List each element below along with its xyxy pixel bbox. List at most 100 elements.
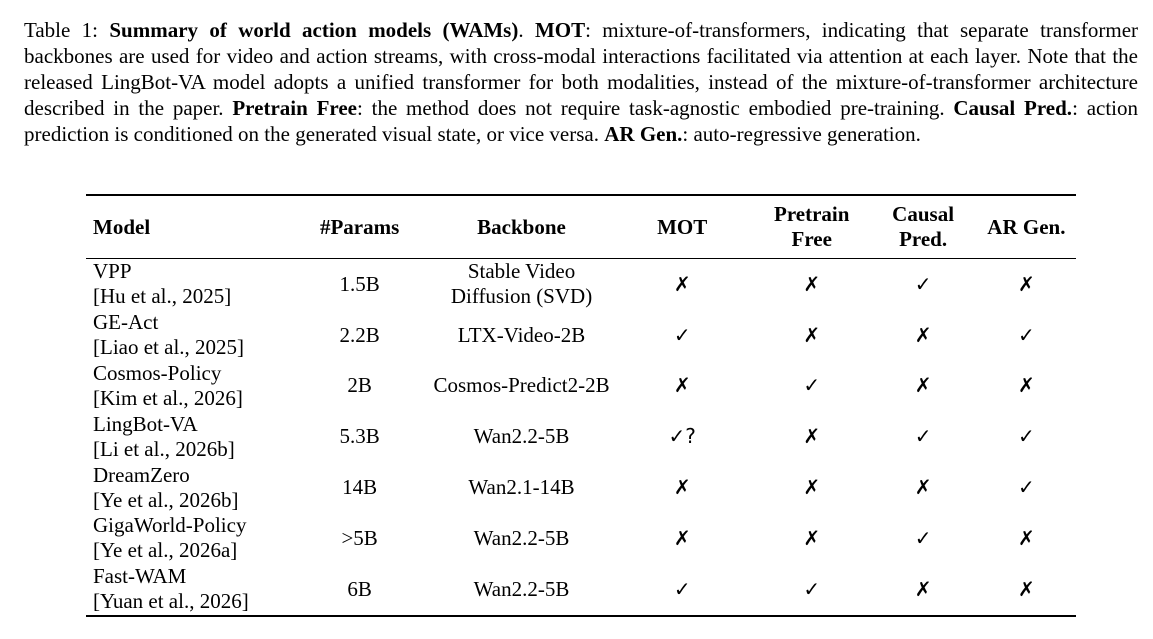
table-row: VPP [Hu et al., 2025] 1.5B Stable Video Diff… [86,259,1076,310]
header-pretrain-line2: Free [791,227,832,251]
ar-mark: ✗ [1018,373,1035,398]
pretrain-mark: ✓ [803,373,821,398]
caption-text: . [518,18,535,42]
cell-pretrain-free: ✗ [754,411,869,462]
cell-pretrain-free: ✗ [754,259,869,310]
pretrain-mark: ✗ [803,475,821,500]
model-name: Fast-WAM [93,564,187,589]
cell-model: GigaWorld-Policy [Ye et al., 2026a] [86,513,287,564]
cell-params: 5.3B [339,424,380,449]
model-name: GE-Act [93,310,159,335]
caption-text: : mixture-of-transformers, indicating th… [24,18,1139,120]
model-citation: [Ye et al., 2026a] [93,538,238,563]
header-model: Model [93,214,151,239]
cell-ar-gen: ✓ [977,462,1076,513]
caption-title: Summary of world action models (WAMs) [109,18,519,42]
cell-ar-gen: ✗ [977,513,1076,564]
table-row: GE-Act [Liao et al., 2025] 2.2B LTX-Video-2… [86,310,1076,361]
cell-causal-pred: ✗ [869,564,976,616]
caption-text: : action prediction is conditioned on th… [24,96,1139,146]
header-pretrain-free: Pretrain Free [754,195,869,259]
caption-term-mot: MOT [534,18,586,42]
ar-mark: ✓ [1018,424,1035,449]
backbone-line2: Diffusion (SVD) [450,284,593,309]
cell-backbone: Wan2.2-5B [433,411,611,462]
mot-mark: ✓ [673,322,691,347]
cell-pretrain-free: ✗ [754,310,869,361]
summary-table: Model #Params Backbone MOT Pretrain Free… [86,194,1076,617]
cell-mot: ✓ [610,564,754,616]
mot-mark: ✗ [673,525,691,550]
model-name: Cosmos-Policy [93,360,222,385]
cell-model: LingBot-VA [Li et al., 2026b] [86,411,287,462]
cell-pretrain-free: ✓ [754,564,869,616]
model-name: VPP [93,259,132,284]
header-params: #Params [319,214,400,239]
caption-term-causal: Causal Pred. [953,96,1073,120]
header-causal-line1: Causal [892,202,955,226]
cell-params: 1.5B [339,271,380,296]
cell-model: Fast-WAM [Yuan et al., 2026] [86,564,287,616]
table-row: DreamZero [Ye et al., 2026b] 14B Wan2.1-14B… [86,462,1076,513]
header-causal-pred: Causal Pred. [869,195,976,259]
backbone-line1: Wan2.2-5B [473,525,570,550]
cell-backbone: Cosmos-Predict2-2B [433,361,611,412]
causal-mark: ✗ [914,373,932,398]
cell-params: >5B [341,525,378,550]
caption-term-pretrain: Pretrain Free [232,96,357,120]
model-name: GigaWorld-Policy [93,513,247,538]
cell-ar-gen: ✓ [977,310,1076,361]
causal-mark: ✓ [914,271,932,296]
cell-causal-pred: ✗ [869,310,976,361]
cell-causal-pred: ✓ [869,513,976,564]
backbone-line1: Cosmos-Predict2-2B [433,373,610,398]
caption-term-ar: AR Gen. [604,122,683,146]
model-citation: [Kim et al., 2026] [93,385,243,410]
mot-mark: ✗ [673,373,691,398]
cell-backbone: LTX-Video-2B [433,310,611,361]
model-name: LingBot-VA [93,411,198,436]
ar-mark: ✗ [1018,525,1035,550]
model-citation: [Hu et al., 2025] [93,284,232,309]
model-name: DreamZero [93,462,190,487]
pretrain-mark: ✗ [803,271,821,296]
cell-mot: ✗ [610,361,754,412]
mot-mark: ✗ [673,271,691,296]
cell-backbone: Stable Video Diffusion (SVD) [433,259,611,310]
cell-params: 2B [347,373,372,398]
pretrain-mark: ✗ [803,322,821,347]
causal-mark: ✗ [914,576,932,601]
cell-causal-pred: ✗ [869,361,976,412]
cell-pretrain-free: ✗ [754,462,869,513]
pretrain-mark: ✓ [803,576,821,601]
table-caption: Table 1: Summary of world action models … [24,17,1138,147]
cell-ar-gen: ✗ [977,564,1076,616]
header-ar-gen: AR Gen. [987,214,1066,239]
table-header-row: Model #Params Backbone MOT Pretrain Free… [86,195,1076,259]
cell-params: 14B [342,475,378,500]
ar-mark: ✓ [1018,322,1035,347]
cell-mot: ✓ [610,310,754,361]
cell-pretrain-free: ✓ [754,361,869,412]
cell-mot: ✗ [610,462,754,513]
backbone-line1: Stable Video [467,259,576,284]
header-causal-line2: Pred. [899,227,948,251]
model-citation: [Ye et al., 2026b] [93,487,239,512]
model-citation: [Li et al., 2026b] [93,436,235,461]
ar-mark: ✗ [1018,271,1035,296]
cell-mot: ✗ [610,259,754,310]
causal-mark: ✗ [914,475,932,500]
cell-model: Cosmos-Policy [Kim et al., 2026] [86,361,287,412]
cell-causal-pred: ✓ [869,411,976,462]
header-mot: MOT [657,214,708,239]
caption-text: : the method does not require task-agnos… [356,96,954,120]
pretrain-mark: ✗ [803,424,821,449]
table-row: LingBot-VA [Li et al., 2026b] 5.3B Wan2.2-5… [86,411,1076,462]
table-body: VPP [Hu et al., 2025] 1.5B Stable Video Diff… [86,259,1076,616]
cell-ar-gen: ✗ [977,361,1076,412]
cell-ar-gen: ✓ [977,411,1076,462]
cell-pretrain-free: ✗ [754,513,869,564]
cell-causal-pred: ✗ [869,462,976,513]
caption-label: Table 1: [24,18,110,42]
model-citation: [Liao et al., 2025] [93,335,245,360]
